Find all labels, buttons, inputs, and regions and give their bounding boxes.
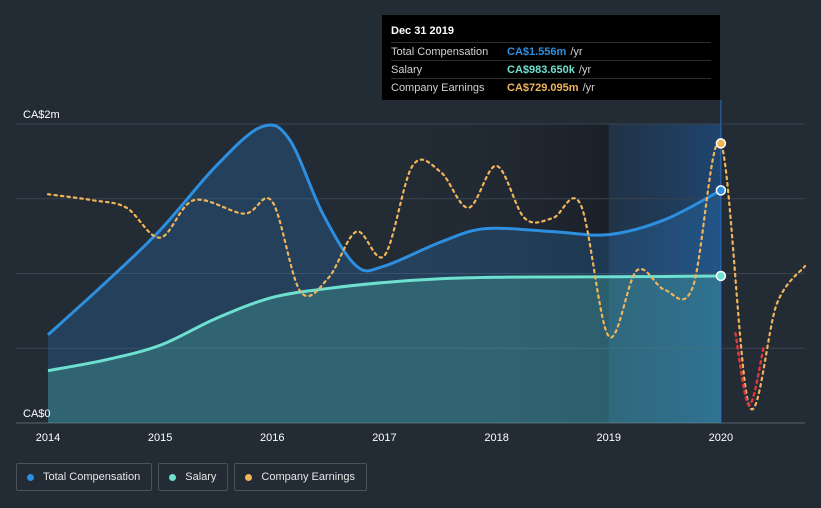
- y-tick-label: CA$2m: [23, 109, 60, 121]
- salary-marker: [715, 270, 727, 282]
- legend-dot-icon: [27, 473, 34, 481]
- x-tick-label: 2019: [596, 432, 620, 444]
- tooltip-value-total: CA$1.556m: [507, 45, 567, 58]
- total-compensation-area: [48, 124, 721, 424]
- tooltip-label-total: Total Compensation: [391, 45, 489, 58]
- tooltip-label-earnings: Company Earnings: [391, 81, 485, 94]
- total-compensation-line: [46, 123, 722, 336]
- tooltip-row-earnings: Company Earnings CA$729.095m /yr: [391, 78, 711, 96]
- legend-label-salary: Salary: [185, 471, 217, 483]
- chart-tooltip: Dec 31 2019 Total Compensation CA$1.556m…: [382, 15, 720, 100]
- salary-area: [48, 275, 721, 423]
- company-earnings-marker: [715, 138, 727, 149]
- tooltip-row-salary: Salary CA$983.650k /yr: [391, 60, 711, 78]
- chart-legend: Total Compensation Salary Company Earnin…: [16, 463, 367, 491]
- legend-item-total-compensation[interactable]: Total Compensation: [16, 463, 153, 491]
- tooltip-unit-earnings: /yr: [582, 81, 595, 94]
- legend-dot-icon: [169, 473, 177, 481]
- total-compensation-marker: [715, 185, 727, 196]
- legend-dot-icon: [245, 473, 253, 481]
- legend-label-company-earnings: Company Earnings: [261, 471, 355, 483]
- legend-label-total-compensation: Total Compensation: [43, 471, 141, 483]
- tooltip-label-salary: Salary: [391, 63, 423, 76]
- tooltip-value-earnings: CA$729.095m: [507, 81, 579, 94]
- x-tick-label: 2017: [372, 432, 396, 444]
- legend-item-company-earnings[interactable]: Company Earnings: [234, 463, 367, 491]
- company-earnings-line: [46, 140, 807, 411]
- tooltip-value-salary: CA$983.650k: [507, 63, 575, 76]
- tooltip-row-total: Total Compensation CA$1.556m /yr: [391, 42, 711, 60]
- x-tick-label: 2020: [709, 432, 733, 444]
- tooltip-unit-total: /yr: [570, 45, 583, 58]
- x-tick-label: 2014: [36, 432, 60, 444]
- x-tick-label: 2018: [484, 432, 508, 444]
- tooltip-unit-salary: /yr: [578, 63, 592, 76]
- x-tick-label: 2016: [260, 432, 284, 444]
- legend-item-salary[interactable]: Salary: [158, 463, 229, 491]
- company-earnings-negative-segment: [734, 332, 765, 407]
- x-tick-label: 2015: [148, 432, 172, 444]
- y-tick-label: CA$0: [23, 408, 51, 420]
- salary-line: [47, 274, 721, 373]
- tooltip-date: Dec 31 2019: [391, 25, 454, 37]
